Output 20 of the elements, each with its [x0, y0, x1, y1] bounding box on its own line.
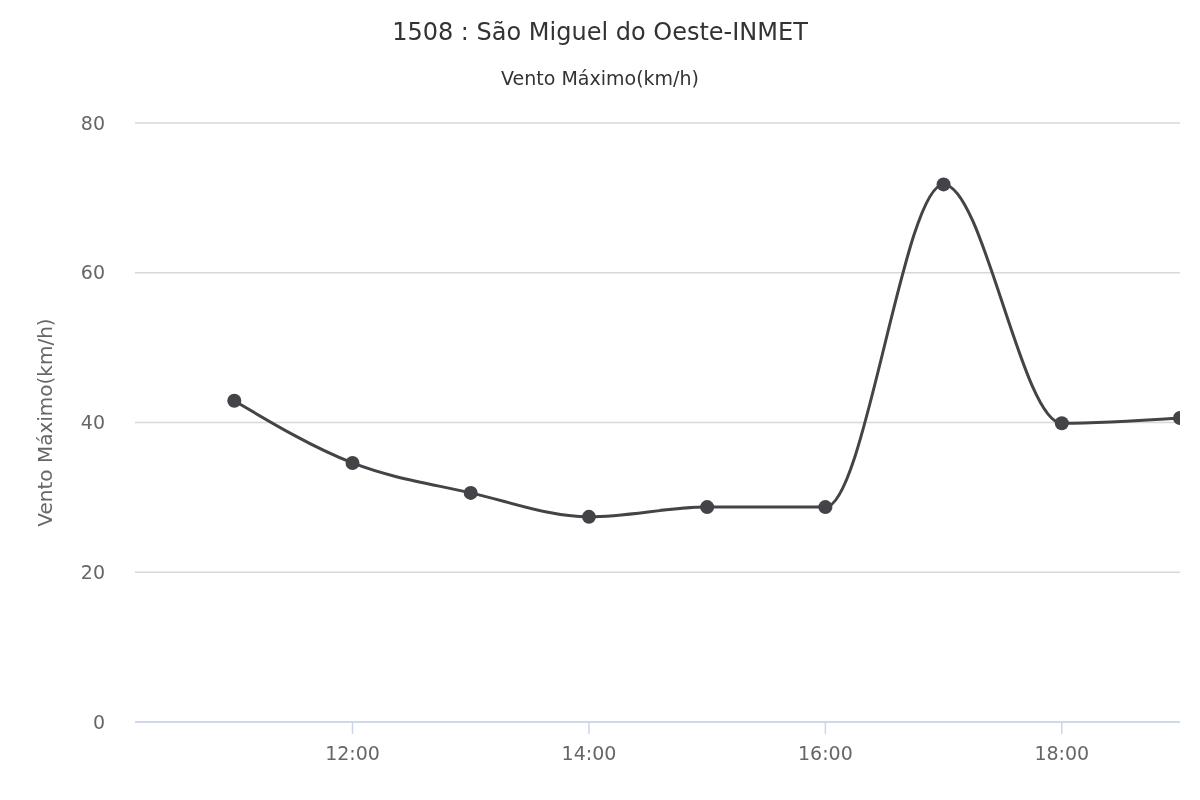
chart-title: 1508 : São Miguel do Oeste-INMET	[392, 18, 809, 46]
x-tick-label: 18:00	[1034, 742, 1090, 764]
y-tick-label: 0	[92, 710, 105, 733]
x-tick-label: 16:00	[797, 742, 853, 764]
chart-subtitle: Vento Máximo(km/h)	[501, 67, 699, 89]
y-tick-label: 60	[80, 261, 105, 284]
x-tick-label: 14:00	[561, 742, 617, 764]
point	[463, 485, 478, 500]
point	[345, 455, 360, 470]
point	[227, 393, 242, 408]
point	[581, 509, 596, 524]
point	[1054, 416, 1069, 431]
point	[700, 500, 715, 515]
y-axis-title: Vento Máximo(km/h)	[33, 318, 57, 527]
y-tick-label: 80	[80, 111, 105, 134]
point	[936, 177, 951, 192]
y-tick-label: 40	[80, 411, 105, 434]
x-tick-label: 12:00	[325, 742, 380, 764]
point	[818, 500, 833, 515]
y-tick-label: 20	[80, 560, 105, 583]
